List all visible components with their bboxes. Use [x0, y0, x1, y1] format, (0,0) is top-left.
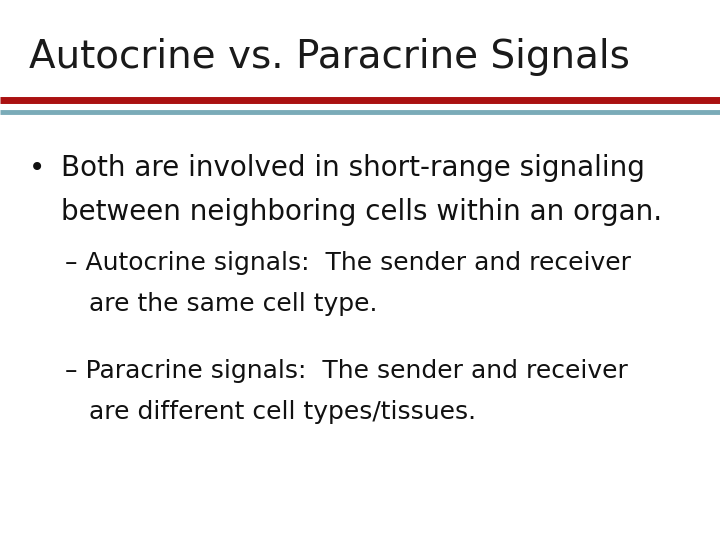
Text: – Autocrine signals:  The sender and receiver: – Autocrine signals: The sender and rece… — [65, 251, 631, 275]
Text: are the same cell type.: are the same cell type. — [65, 292, 377, 315]
Text: are different cell types/tissues.: are different cell types/tissues. — [65, 400, 476, 423]
Text: Autocrine vs. Paracrine Signals: Autocrine vs. Paracrine Signals — [29, 38, 630, 76]
Text: between neighboring cells within an organ.: between neighboring cells within an orga… — [61, 198, 662, 226]
Text: – Paracrine signals:  The sender and receiver: – Paracrine signals: The sender and rece… — [65, 359, 628, 383]
Text: Both are involved in short-range signaling: Both are involved in short-range signali… — [61, 154, 645, 182]
Text: •: • — [29, 154, 45, 182]
